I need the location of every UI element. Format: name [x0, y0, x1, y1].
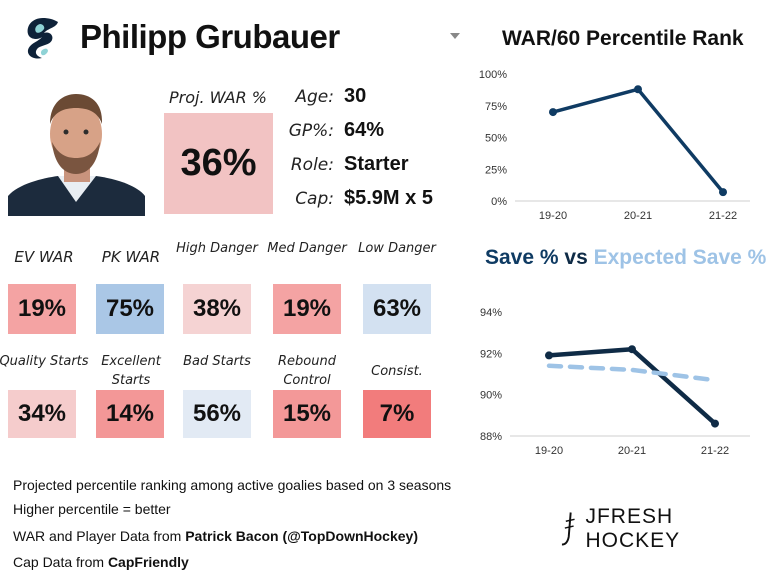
consistency-label: Consist. [371, 364, 423, 379]
low-danger-value: 63% [363, 284, 431, 334]
excellent-starts-value: 14% [96, 390, 164, 438]
x-tick-label: 21-22 [701, 445, 729, 457]
x-tick-label: 19-20 [535, 445, 563, 457]
high-danger-value: 38% [183, 284, 251, 334]
proj-war-label: Proj. WAR % [168, 88, 267, 107]
y-tick-label: 0% [491, 196, 507, 208]
role-label: Role: [290, 155, 334, 175]
med-danger-label: Med Danger [267, 241, 347, 256]
vs-title-part: vs [558, 246, 594, 269]
y-tick-label: 90% [480, 390, 502, 402]
ev-war-value: 19% [8, 284, 76, 334]
expected-save-pct-title-part: Expected Save % [593, 246, 767, 269]
save-pct-chart-title: Save % vs Expected Save % [485, 246, 766, 270]
bad-starts-label: Bad Starts [183, 354, 251, 369]
series-point-1 [549, 108, 557, 117]
footer-cap-source-prefix: Cap Data from [13, 554, 108, 570]
series-point-1 [634, 85, 642, 94]
age-label: Age: [295, 87, 334, 107]
med-danger-value: 19% [273, 284, 341, 334]
high-danger-label: High Danger [176, 241, 258, 256]
footer-note-percentile: Projected percentile ranking among activ… [13, 477, 452, 493]
x-tick-label: 20-21 [624, 210, 652, 222]
low-danger-label: Low Danger [358, 241, 436, 256]
y-tick-label: 100% [479, 69, 507, 81]
series-point-1 [719, 188, 727, 197]
proj-war-value: 36% [164, 113, 273, 214]
consistency-value: 7% [363, 390, 431, 438]
x-tick-label: 20-21 [618, 445, 646, 457]
x-tick-label: 21-22 [709, 210, 737, 222]
ev-war-label: EV WAR [14, 248, 74, 266]
footer-war-source-name: Patrick Bacon (@TopDownHockey) [185, 528, 418, 544]
quality-starts-label: Quality Starts [0, 354, 89, 369]
series-point-1 [545, 351, 553, 360]
rebound-control-label: Rebound Control [278, 354, 336, 388]
kraken-logo-icon [27, 18, 58, 59]
y-tick-label: 92% [480, 348, 502, 360]
brand-name: JFRESH HOCKEY [585, 505, 681, 552]
role-value: Starter [344, 153, 409, 175]
y-tick-label: 50% [485, 133, 507, 145]
hockey-stick-icon [561, 512, 575, 546]
footer-war-source-prefix: WAR and Player Data from [13, 528, 186, 544]
cap-value: $5.9M x 5 [344, 187, 433, 209]
gp-value: 64% [344, 119, 385, 141]
y-tick-label: 25% [485, 164, 507, 176]
pk-war-label: PK WAR [101, 248, 161, 266]
save-pct-chart: 88% 90% 92% 94% 19-20 20-21 21-22 [480, 307, 750, 457]
excellent-starts-label: Excellent Starts [101, 354, 161, 388]
y-tick-label: 75% [485, 101, 507, 113]
war60-chart-title: WAR/60 Percentile Rank [502, 27, 744, 50]
quality-starts-value: 34% [8, 390, 76, 438]
y-tick-label: 88% [480, 431, 502, 443]
series-line-2 [546, 363, 718, 383]
footer-note-higher: Higher percentile = better [13, 501, 171, 517]
bad-starts-value: 56% [183, 390, 251, 438]
series-point-1 [711, 419, 719, 428]
rebound-control-value: 15% [273, 390, 341, 438]
player-photo [8, 84, 145, 216]
war60-chart: 0% 25% 50% 75% 100% 19-20 20-21 21-22 [479, 69, 750, 222]
age-value: 30 [344, 85, 367, 107]
footer-cap-source-name: CapFriendly [107, 554, 189, 570]
series-line-1 [546, 346, 718, 426]
chevron-down-icon[interactable] [448, 30, 462, 42]
footer-war-source: WAR and Player Data from Patrick Bacon (… [13, 528, 418, 544]
gp-label: GP%: [288, 121, 334, 141]
y-tick-label: 94% [480, 307, 502, 319]
player-name: Philipp Grubauer [80, 18, 340, 55]
cap-label: Cap: [295, 189, 334, 209]
footer-cap-source: Cap Data from CapFriendly [13, 554, 189, 570]
pk-war-value: 75% [96, 284, 164, 334]
x-tick-label: 19-20 [539, 210, 567, 222]
series-point-1 [628, 345, 636, 354]
series-line-1 [551, 87, 725, 194]
brand-logo: JFRESH HOCKEY [560, 505, 769, 553]
save-pct-title-part: Save % [485, 246, 559, 269]
